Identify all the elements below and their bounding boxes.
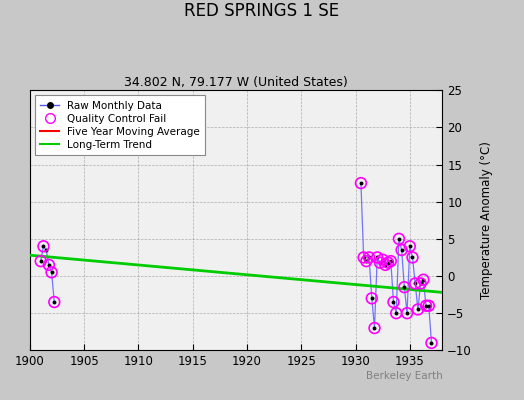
Point	[397, 247, 406, 253]
Text: Berkeley Earth: Berkeley Earth	[366, 371, 442, 381]
Point	[365, 254, 373, 261]
Point	[50, 299, 59, 305]
Point	[359, 254, 368, 261]
Point	[389, 299, 398, 305]
Point	[39, 243, 48, 250]
Point	[403, 310, 411, 316]
Point	[368, 295, 376, 302]
Point	[408, 254, 417, 261]
Point	[389, 299, 398, 305]
Point	[397, 247, 406, 253]
Point	[408, 254, 417, 261]
Point	[417, 280, 425, 287]
Point	[39, 243, 48, 250]
Point	[50, 299, 59, 305]
Point	[42, 247, 50, 253]
Point	[373, 254, 381, 261]
Point	[368, 295, 376, 302]
Point	[424, 302, 433, 309]
Point	[37, 258, 45, 264]
Point	[395, 236, 403, 242]
Point	[417, 280, 425, 287]
Point	[376, 260, 384, 266]
Point	[411, 280, 419, 287]
Point	[414, 306, 422, 313]
Point	[424, 302, 433, 309]
Point	[365, 254, 373, 261]
Point	[419, 276, 428, 283]
Point	[384, 260, 392, 266]
Text: RED SPRINGS 1 SE: RED SPRINGS 1 SE	[184, 2, 340, 20]
Point	[403, 310, 411, 316]
Point	[357, 180, 365, 186]
Point	[427, 340, 435, 346]
Point	[37, 258, 45, 264]
Point	[45, 262, 53, 268]
Point	[387, 258, 395, 264]
Point	[359, 254, 368, 261]
Point	[387, 258, 395, 264]
Y-axis label: Temperature Anomaly (°C): Temperature Anomaly (°C)	[481, 141, 493, 299]
Point	[370, 325, 379, 331]
Point	[400, 284, 409, 290]
Point	[47, 269, 56, 276]
Point	[370, 325, 379, 331]
Point	[422, 302, 430, 309]
Legend: Raw Monthly Data, Quality Control Fail, Five Year Moving Average, Long-Term Tren: Raw Monthly Data, Quality Control Fail, …	[35, 95, 205, 155]
Point	[392, 310, 400, 316]
Point	[400, 284, 409, 290]
Point	[414, 306, 422, 313]
Point	[381, 262, 389, 268]
Point	[47, 269, 56, 276]
Point	[357, 180, 365, 186]
Point	[419, 276, 428, 283]
Point	[362, 258, 370, 264]
Point	[384, 260, 392, 266]
Point	[392, 310, 400, 316]
Point	[378, 256, 387, 263]
Point	[373, 254, 381, 261]
Point	[378, 256, 387, 263]
Point	[406, 243, 414, 250]
Title: 34.802 N, 79.177 W (United States): 34.802 N, 79.177 W (United States)	[124, 76, 348, 89]
Point	[362, 258, 370, 264]
Point	[45, 262, 53, 268]
Point	[411, 280, 419, 287]
Point	[395, 236, 403, 242]
Point	[406, 243, 414, 250]
Point	[427, 340, 435, 346]
Point	[381, 262, 389, 268]
Point	[422, 302, 430, 309]
Point	[376, 260, 384, 266]
